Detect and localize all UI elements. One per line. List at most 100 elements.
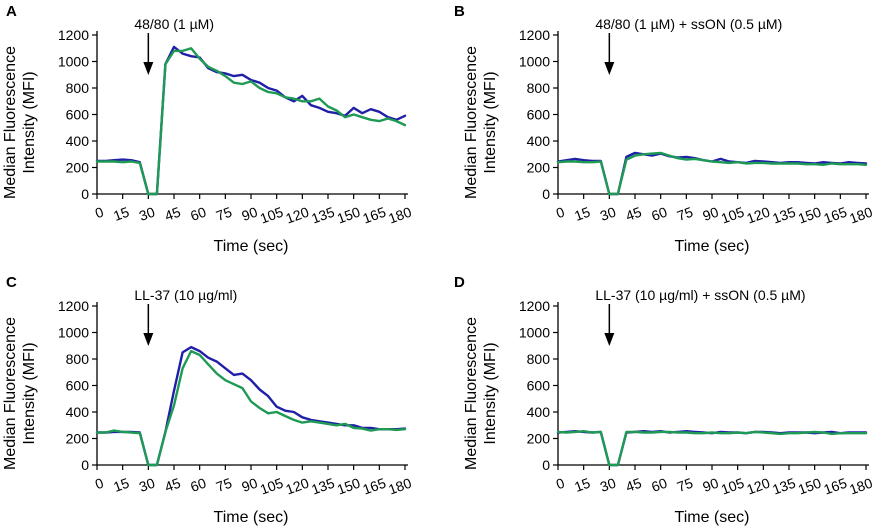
x-tick-label: 15: [111, 474, 131, 494]
x-tick-label: 90: [239, 203, 259, 223]
y-tick-label: 1000: [58, 54, 89, 70]
y-tick-label: 1200: [519, 27, 550, 43]
y-tick-label: 200: [527, 431, 551, 447]
x-axis-title: Time (sec): [214, 509, 289, 526]
x-tick-label: 150: [796, 474, 824, 497]
y-tick-label: 1000: [519, 325, 550, 341]
x-tick-label: 90: [700, 203, 720, 223]
x-tick-label: 0: [93, 474, 106, 492]
x-tick-label: 60: [649, 203, 669, 223]
x-tick-label: 150: [335, 203, 363, 226]
stimulus-annotation: LL-37 (10 µg/ml): [134, 287, 237, 303]
y-axis-title-line1: Median Fluorescence: [463, 46, 480, 199]
y-axis-title-line1: Median Fluorescence: [2, 46, 19, 199]
y-tick-label: 600: [66, 378, 90, 394]
x-tick-label: 180: [847, 203, 872, 226]
y-tick-label: 800: [527, 351, 551, 367]
y-tick-label: 800: [66, 80, 90, 96]
x-tick-label: 165: [360, 203, 388, 226]
x-tick-label: 120: [283, 203, 311, 226]
panel-b: B 0 200 400 600 800 1000 1200 0 15 30 45 60 75 9010512…: [454, 3, 872, 255]
stimulus-arrow-head: [143, 333, 154, 346]
x-tick-label: 180: [847, 474, 872, 497]
x-axis-title: Time (sec): [675, 509, 750, 526]
x-tick-label: 75: [214, 474, 234, 494]
y-tick-label: 1000: [58, 325, 89, 341]
x-tick-label: 0: [554, 474, 567, 492]
x-tick-label: 90: [239, 474, 259, 494]
y-tick-label: 600: [527, 378, 551, 394]
y-tick-label: 800: [527, 80, 551, 96]
x-tick-label: 60: [188, 203, 208, 223]
panel-letter: C: [6, 274, 17, 291]
stimulus-arrow-head: [143, 62, 154, 75]
x-tick-label: 75: [675, 203, 695, 223]
x-tick-label: 90: [700, 474, 720, 494]
x-tick-label: 165: [360, 474, 388, 497]
panel-d: D 0 200 400 600 800 1000 1200 0 15 30 45 60 75 9010512…: [454, 274, 872, 526]
y-tick-label: 1000: [519, 54, 550, 70]
y-tick-label: 400: [66, 404, 90, 420]
y-tick-label: 0: [81, 457, 89, 473]
x-tick-label: 105: [258, 203, 286, 226]
x-tick-label: 15: [572, 474, 592, 494]
x-tick-label: 75: [214, 203, 234, 223]
y-tick-label: 1200: [58, 27, 89, 43]
y-tick-label: 0: [542, 186, 550, 202]
x-tick-label: 135: [309, 203, 337, 226]
panel-c: C 0 200 400 600 800 1000 1200 0 15 30 45 60 75 9010512…: [2, 274, 414, 526]
x-tick-label: 150: [796, 203, 824, 226]
x-tick-label: 60: [188, 474, 208, 494]
x-tick-label: 135: [309, 474, 337, 497]
y-tick-label: 400: [527, 404, 551, 420]
x-tick-label: 120: [744, 474, 772, 497]
series-line-green: [95, 47, 407, 196]
x-tick-label: 165: [821, 203, 849, 226]
x-tick-label: 30: [137, 203, 157, 223]
y-axis-title-line1: Median Fluorescence: [463, 317, 480, 470]
x-tick-label: 15: [572, 203, 592, 223]
x-tick-label: 180: [386, 474, 414, 497]
y-tick-label: 1200: [519, 298, 550, 314]
x-tick-label: 105: [719, 203, 747, 226]
stimulus-arrow-head: [604, 62, 615, 75]
x-tick-label: 105: [258, 474, 286, 497]
y-axis-title-line1: Median Fluorescence: [2, 317, 19, 470]
x-tick-label: 120: [744, 203, 772, 226]
panel-letter: B: [454, 3, 465, 20]
x-tick-label: 135: [770, 474, 798, 497]
y-tick-label: 600: [66, 107, 90, 123]
y-tick-label: 600: [527, 107, 551, 123]
x-tick-label: 165: [821, 474, 849, 497]
series-line-green: [556, 430, 868, 467]
series-line-green: [95, 349, 407, 467]
x-tick-label: 0: [554, 203, 567, 221]
panel-letter: D: [454, 274, 465, 291]
y-tick-label: 200: [66, 160, 90, 176]
x-tick-label: 30: [137, 474, 157, 494]
stimulus-annotation: 48/80 (1 µM): [134, 16, 214, 32]
x-tick-label: 0: [93, 203, 106, 221]
y-tick-label: 1200: [58, 298, 89, 314]
y-axis-title-line2: Intensity (MFI): [21, 71, 38, 173]
y-tick-label: 400: [527, 133, 551, 149]
stimulus-annotation: 48/80 (1 µM) + ssON (0.5 µM): [595, 16, 782, 32]
x-tick-label: 45: [623, 203, 643, 223]
x-tick-label: 120: [283, 474, 311, 497]
x-tick-label: 105: [719, 474, 747, 497]
y-axis-title-line2: Intensity (MFI): [482, 342, 499, 444]
y-axis-title-line2: Intensity (MFI): [21, 342, 38, 444]
x-tick-label: 30: [598, 203, 618, 223]
y-tick-label: 800: [66, 351, 90, 367]
y-tick-label: 200: [527, 160, 551, 176]
x-axis-title: Time (sec): [214, 238, 289, 255]
x-tick-label: 75: [675, 474, 695, 494]
x-tick-label: 30: [598, 474, 618, 494]
panel-letter: A: [6, 3, 17, 20]
x-tick-label: 180: [386, 203, 414, 226]
x-tick-label: 135: [770, 203, 798, 226]
y-axis-title-line2: Intensity (MFI): [482, 71, 499, 173]
y-tick-label: 0: [542, 457, 550, 473]
x-tick-label: 60: [649, 474, 669, 494]
